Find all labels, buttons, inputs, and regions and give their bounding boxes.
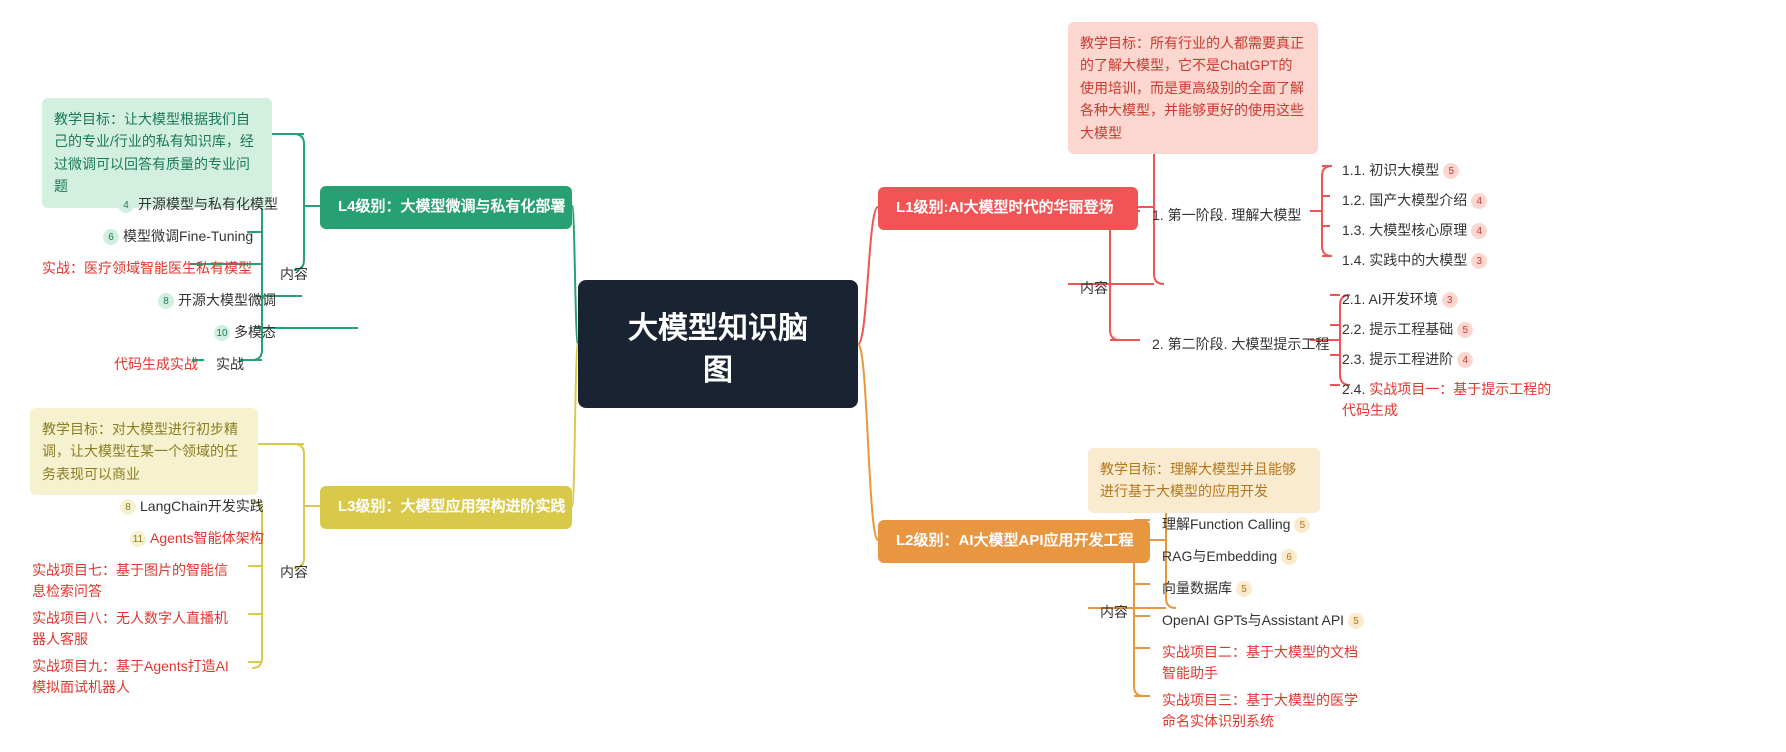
l3-item-4[interactable]: 实战项目九：基于Agents打造AI模拟面试机器人 (20, 650, 248, 704)
l4-item-3[interactable]: 8开源大模型微调 (142, 284, 288, 317)
l2-item-1[interactable]: RAG与Embedding6 (1150, 540, 1313, 573)
l2-item-2[interactable]: 向量数据库5 (1150, 572, 1268, 605)
l4-item-1[interactable]: 6模型微调Fine-Tuning (87, 220, 265, 253)
l4-practice-label[interactable]: 实战 (204, 348, 256, 381)
l1-s2-item-3[interactable]: 2.4. 实战项目一：基于提示工程的代码生成 (1330, 373, 1570, 427)
l2-item-3[interactable]: OpenAI GPTs与Assistant API5 (1150, 604, 1380, 637)
l1-stage2[interactable]: 2. 第二阶段. 大模型提示工程 (1140, 328, 1341, 361)
l1-s2-item-0[interactable]: 2.1. AI开发环境3 (1330, 283, 1474, 316)
l1-content-label: 内容 (1068, 272, 1120, 305)
l2-item-5[interactable]: 实战项目三：基于大模型的医学命名实体识别系统 (1150, 684, 1380, 738)
l3-content-label: 内容 (268, 556, 320, 589)
l1-s1-item-2[interactable]: 1.3. 大模型核心原理4 (1330, 214, 1503, 247)
l3-item-2[interactable]: 实战项目七：基于图片的智能信息检索问答 (20, 554, 248, 608)
l3-item-0[interactable]: 8LangChain开发实践 (104, 490, 276, 523)
l4-item-4[interactable]: 10多模态 (198, 316, 288, 349)
l1-goal: 教学目标：所有行业的人都需要真正的了解大模型，它不是ChatGPT的使用培训，而… (1068, 22, 1318, 154)
l2-item-0[interactable]: 理解Function Calling5 (1150, 508, 1326, 541)
l1-s1-item-3[interactable]: 1.4. 实践中的大模型3 (1330, 244, 1503, 277)
l1-title[interactable]: L1级别:AI大模型时代的华丽登场 (878, 187, 1138, 230)
l4-title[interactable]: L4级别：大模型微调与私有化部署 (320, 186, 572, 229)
center-node: 大模型知识脑图 (578, 280, 858, 408)
l4-code-item[interactable]: 代码生成实战 (102, 348, 210, 381)
l2-content-label: 内容 (1088, 596, 1140, 629)
l1-stage1[interactable]: 1. 第一阶段. 理解大模型 (1140, 199, 1313, 232)
l3-title[interactable]: L3级别：大模型应用架构进阶实践 (320, 486, 572, 529)
l1-s2-item-1[interactable]: 2.2. 提示工程基础5 (1330, 313, 1489, 346)
l4-item-0[interactable]: 4开源模型与私有化模型 (102, 188, 290, 221)
l3-item-1[interactable]: 11Agents智能体架构 (114, 522, 276, 555)
l1-s1-item-0[interactable]: 1.1. 初识大模型5 (1330, 154, 1475, 187)
l3-goal: 教学目标：对大模型进行初步精调，让大模型在某一个领域的任务表现可以商业 (30, 408, 258, 495)
l2-goal: 教学目标：理解大模型并且能够进行基于大模型的应用开发 (1088, 448, 1320, 513)
l1-s1-item-1[interactable]: 1.2. 国产大模型介绍4 (1330, 184, 1503, 217)
l3-item-3[interactable]: 实战项目八：无人数字人直播机器人客服 (20, 602, 248, 656)
l4-item-2[interactable]: 实战：医疗领域智能医生私有模型 (30, 252, 264, 285)
l2-item-4[interactable]: 实战项目二：基于大模型的文档智能助手 (1150, 636, 1380, 690)
l1-s2-item-2[interactable]: 2.3. 提示工程进阶4 (1330, 343, 1489, 376)
l2-title[interactable]: L2级别：AI大模型API应用开发工程 (878, 520, 1150, 563)
